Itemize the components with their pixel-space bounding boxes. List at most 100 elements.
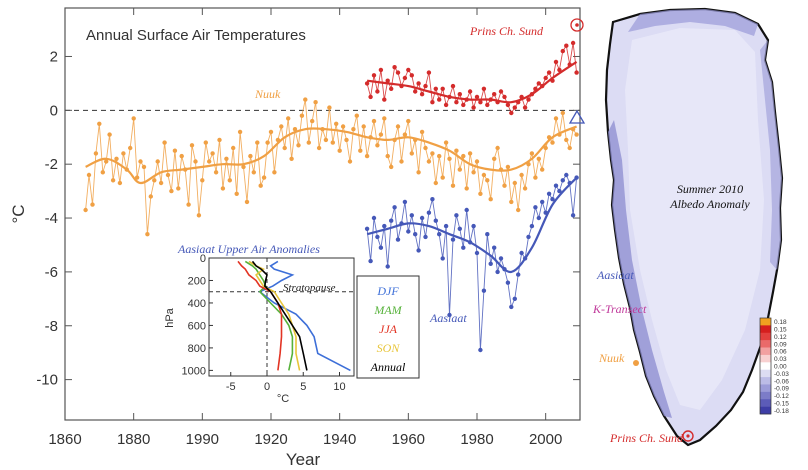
nuuk-point — [107, 132, 112, 137]
colorbar-swatch — [760, 340, 771, 348]
legend-son: SON — [377, 341, 401, 355]
nuuk-point — [516, 207, 521, 213]
nuuk-point — [169, 188, 174, 194]
prins-ch-sund-point — [419, 92, 425, 97]
aasiaat-point — [474, 250, 480, 256]
nuuk-point — [423, 145, 428, 151]
prins-ch-sund-point — [371, 73, 377, 78]
nuuk-point — [272, 170, 277, 175]
nuuk-point — [121, 151, 126, 156]
prins-ch-sund-point — [522, 105, 528, 110]
inset-axes: -5 0 5 10 0 200 400 600 800 1000 — [182, 253, 354, 393]
nuuk-point — [265, 140, 270, 145]
prins-ch-sund-point — [478, 100, 483, 105]
nuuk-point — [165, 172, 171, 178]
aasiaat-label: Aasiaat — [429, 311, 467, 325]
aasiaat-point — [433, 218, 438, 223]
prins-ch-sund-point — [512, 105, 517, 110]
colorbar-tick-label: -0.12 — [774, 393, 789, 400]
nuuk-point — [316, 145, 322, 151]
aasiaat-point — [481, 288, 487, 293]
prins-ch-sund-point — [443, 102, 449, 108]
map-subtitle: Albedo Anomaly — [669, 197, 750, 211]
inset-x-tick-label: 10 — [333, 381, 345, 393]
nuuk-point — [371, 118, 377, 124]
nuuk-point — [258, 183, 263, 188]
aasiaat-point — [440, 256, 445, 261]
prins-ch-sund-point — [481, 86, 487, 92]
prins-ch-sund-point — [385, 78, 390, 83]
nuuk-point — [430, 151, 435, 156]
nuuk-point — [207, 159, 212, 164]
colorbar-swatch — [760, 406, 771, 415]
prins-ch-sund-point — [409, 73, 414, 78]
prins-ch-sund-point — [430, 100, 435, 105]
nuuk-point — [172, 148, 178, 153]
legend-jja: JJA — [379, 322, 398, 336]
prins-ch-sund-point — [413, 89, 418, 94]
nuuk-point — [279, 124, 284, 129]
prins-ch-sund-point — [467, 89, 473, 94]
prins-ch-sund-point — [423, 83, 428, 89]
map-label-k-transect: K-Transect — [592, 302, 647, 316]
nuuk-point — [385, 153, 390, 159]
aasiaat-point — [457, 226, 462, 231]
nuuk-point — [457, 167, 462, 172]
nuuk-point — [286, 116, 291, 121]
prins-ch-sund-point — [553, 59, 559, 65]
x-tick-label: 1880 — [117, 431, 150, 448]
colorbar-tick-label: -0.06 — [774, 378, 789, 385]
nuuk-point — [282, 145, 287, 151]
x-tick-label: 1920 — [254, 431, 287, 448]
aasiaat-point — [553, 183, 559, 188]
nuuk-point — [292, 127, 298, 132]
prins-ch-sund-point — [454, 100, 459, 105]
legend-annual: Annual — [370, 360, 406, 374]
aasiaat-point — [437, 232, 442, 237]
y-tick-label: -2 — [45, 156, 58, 173]
nuuk-point — [213, 170, 219, 175]
nuuk-point — [289, 156, 294, 161]
nuuk-point — [426, 159, 432, 164]
nuuk-point — [509, 199, 514, 205]
east-margin-anomaly — [760, 40, 782, 270]
prins-ch-sund-point — [406, 67, 411, 73]
chart-title: Annual Surface Air Temperatures — [86, 27, 306, 44]
y-tick-label: 0 — [50, 102, 58, 119]
colorbar-tick-label: 0.06 — [774, 349, 787, 356]
nuuk-point — [358, 148, 363, 153]
nuuk-point — [227, 178, 232, 183]
aasiaat-point — [378, 245, 384, 250]
y-tick-label: -4 — [45, 210, 58, 227]
nuuk-point — [540, 167, 545, 172]
series-layer — [83, 40, 579, 353]
prins-ch-sund-point — [382, 97, 387, 102]
nuuk-point — [186, 202, 191, 207]
prins-ch-sund-point — [433, 86, 438, 92]
colorbar-tick-label: 0.00 — [774, 364, 787, 371]
x-tick-label: 2000 — [529, 431, 562, 448]
nuuk-point — [464, 186, 469, 191]
aasiaat-point — [509, 304, 514, 310]
y-tick-label: -10 — [36, 372, 58, 389]
x-tick-label: 1980 — [460, 431, 493, 448]
colorbar-swatch — [760, 384, 771, 393]
nuuk-point — [90, 202, 95, 207]
aasiaat-point — [488, 261, 493, 266]
inset-mam-line — [244, 260, 294, 371]
nuuk-point — [128, 145, 133, 151]
aasiaat-point — [423, 234, 428, 240]
prins-ch-sund-point — [402, 75, 408, 81]
y-axis-label: °C — [9, 204, 28, 223]
nuuk-point — [536, 156, 541, 161]
aasiaat-point — [454, 213, 459, 218]
aasiaat-point — [450, 237, 456, 242]
prins-ch-sund-point — [502, 94, 507, 100]
aasiaat-point — [461, 245, 466, 250]
nuuk-point — [145, 232, 150, 237]
colorbar-swatch — [760, 399, 771, 407]
nuuk-point — [378, 132, 384, 137]
x-tick-label: 1860 — [48, 431, 81, 448]
nuuk-point — [443, 140, 449, 145]
